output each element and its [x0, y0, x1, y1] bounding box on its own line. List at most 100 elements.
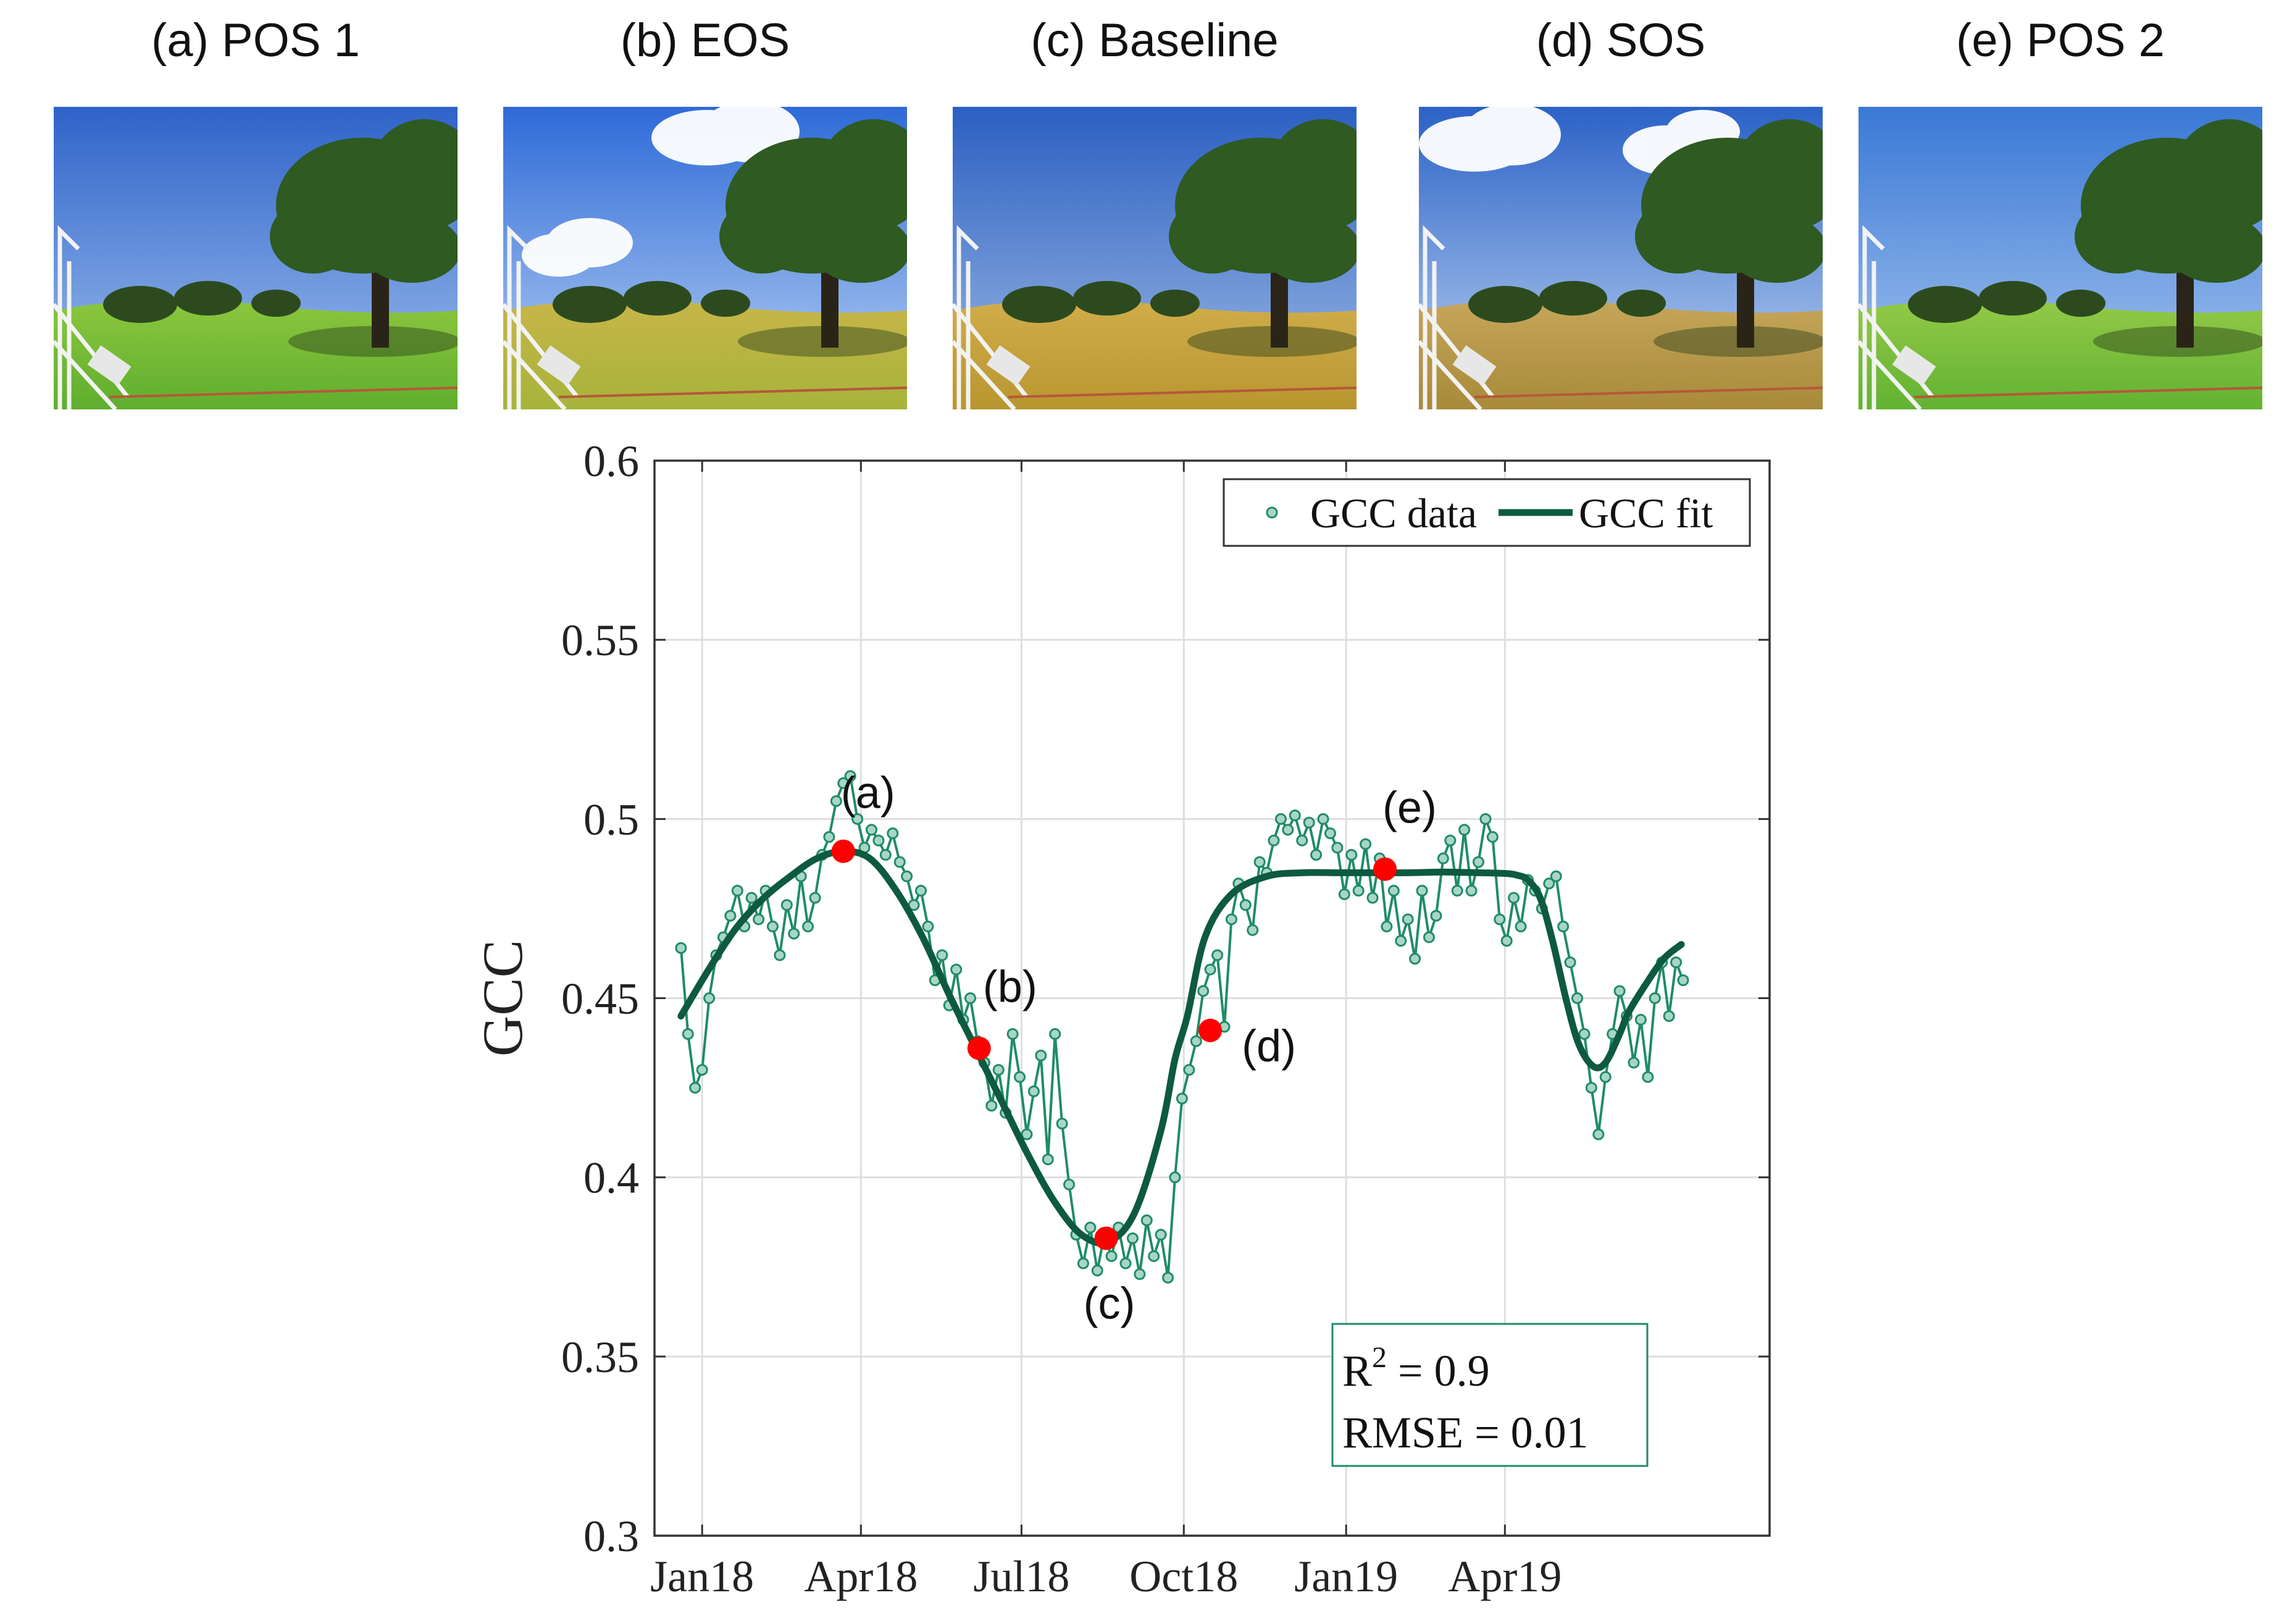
gcc-data-point — [1479, 813, 1492, 825]
y-tick-label: 0.4 — [583, 1153, 639, 1203]
gcc-data-point — [1592, 1128, 1605, 1141]
gcc-data-point — [788, 927, 800, 940]
r2-text: R2 = 0.9 — [1342, 1341, 1490, 1396]
gcc-data-point — [774, 949, 786, 961]
gcc-data-point — [1409, 953, 1421, 965]
gcc-data-point — [1486, 831, 1499, 843]
gcc-data-point — [1366, 892, 1379, 904]
gcc-data-point — [1437, 852, 1449, 864]
gcc-data-point — [1014, 1071, 1026, 1083]
gcc-data-point — [731, 884, 743, 897]
gcc-data-point — [893, 856, 906, 868]
gcc-data-point — [1360, 838, 1372, 850]
gcc-data-point — [865, 824, 877, 836]
gcc-data-point — [675, 942, 687, 954]
gcc-data-point — [837, 777, 850, 789]
phenophase-label: (d) — [1242, 1022, 1296, 1071]
gcc-data-point — [1105, 1250, 1118, 1262]
phenocam-photo — [503, 107, 907, 409]
stats-box — [1331, 1323, 1649, 1467]
phenophase-marker — [1373, 857, 1397, 881]
photo-title: (c) Baseline — [1031, 14, 1279, 67]
gcc-data-point — [780, 899, 793, 911]
phenophase-marker — [1198, 1018, 1223, 1042]
phenocam-photo — [1419, 107, 1823, 409]
y-tick-label: 0.55 — [561, 616, 639, 665]
gcc-data-point — [1628, 1057, 1640, 1069]
gcc-data-point — [1183, 1064, 1195, 1076]
gcc-data-point — [1310, 848, 1323, 861]
gcc-data-point — [1634, 1013, 1647, 1026]
photo-title: (e) POS 2 — [1956, 14, 2165, 67]
legend-box — [1223, 478, 1751, 547]
gcc-data-point — [753, 913, 765, 926]
phenophase-marker — [1094, 1226, 1118, 1250]
gcc-data-point — [1444, 834, 1457, 847]
gcc-fit-line — [677, 848, 1685, 1247]
phenophase-marker — [831, 839, 855, 863]
gcc-data-point — [1670, 956, 1683, 968]
gcc-data-point — [1677, 974, 1689, 986]
phenophase-label: (a) — [841, 769, 895, 818]
gcc-data-point — [1324, 827, 1336, 840]
gcc-data-point — [1268, 834, 1280, 847]
x-tick-label: Apr19 — [1448, 1552, 1562, 1601]
gcc-data-point — [1423, 931, 1435, 944]
gcc-data-point — [914, 884, 927, 897]
gcc-data-point — [1338, 888, 1350, 900]
gcc-data-point — [964, 992, 977, 1004]
gcc-data-point — [1465, 884, 1478, 897]
gcc-data-point — [1169, 1171, 1181, 1184]
gcc-data-point — [1500, 935, 1513, 947]
gcc-data-point — [1515, 920, 1527, 932]
gcc-data-point — [1613, 985, 1626, 997]
gcc-data-point — [950, 963, 963, 976]
gcc-data-point — [1274, 813, 1287, 825]
x-tick-label: Jul18 — [973, 1552, 1069, 1601]
gcc-data-point — [830, 795, 842, 807]
gcc-data-point — [823, 831, 835, 843]
gcc-data-point — [879, 848, 892, 861]
x-tick-label: Apr18 — [804, 1552, 918, 1601]
gcc-data-point — [844, 770, 856, 782]
gcc-data-point — [1381, 920, 1393, 932]
gcc-data-point — [802, 920, 814, 932]
gcc-data-point — [1387, 884, 1400, 897]
gcc-data-point — [745, 892, 758, 904]
gcc-data-point — [1331, 842, 1344, 854]
gcc-data-point — [1239, 899, 1252, 911]
x-tick-label: Oct18 — [1129, 1552, 1238, 1601]
gcc-data-point — [1564, 956, 1576, 968]
gcc-data-point — [1642, 1071, 1654, 1083]
gcc-data-point — [1197, 985, 1210, 997]
gcc-data-point — [682, 1028, 694, 1040]
gcc-data-point — [1508, 892, 1520, 904]
gcc-data-point — [1578, 1028, 1591, 1040]
gcc-data-point — [1084, 1221, 1097, 1234]
gcc-data-point — [1021, 1128, 1033, 1141]
gcc-data-point — [1296, 834, 1308, 847]
gcc-data-point — [1027, 1085, 1040, 1097]
phenocam-photo — [54, 107, 458, 409]
gcc-data-point — [1345, 848, 1358, 861]
gcc-data-point — [1571, 992, 1584, 1004]
y-tick-label: 0.45 — [561, 974, 639, 1024]
gcc-data-point — [1162, 1271, 1174, 1284]
gcc-data-point — [901, 870, 913, 882]
gcc-data-point — [1247, 924, 1259, 936]
gcc-data-point — [1042, 1153, 1054, 1166]
gcc-data-point — [1395, 935, 1407, 947]
gcc-data-point — [1472, 856, 1484, 868]
gcc-data-point — [696, 1064, 708, 1076]
y-tick-label: 0.35 — [561, 1333, 639, 1382]
gcc-data-point — [809, 892, 821, 904]
gcc-data-point — [1140, 1214, 1153, 1226]
gcc-data-point — [1056, 1118, 1068, 1130]
gcc-data-point — [922, 920, 934, 932]
gcc-data-point — [1557, 920, 1570, 932]
gcc-data-point — [1649, 992, 1661, 1004]
gcc-data-point — [1317, 813, 1329, 825]
gcc-data-point — [1190, 1035, 1202, 1047]
gcc-data-point — [985, 1100, 998, 1112]
